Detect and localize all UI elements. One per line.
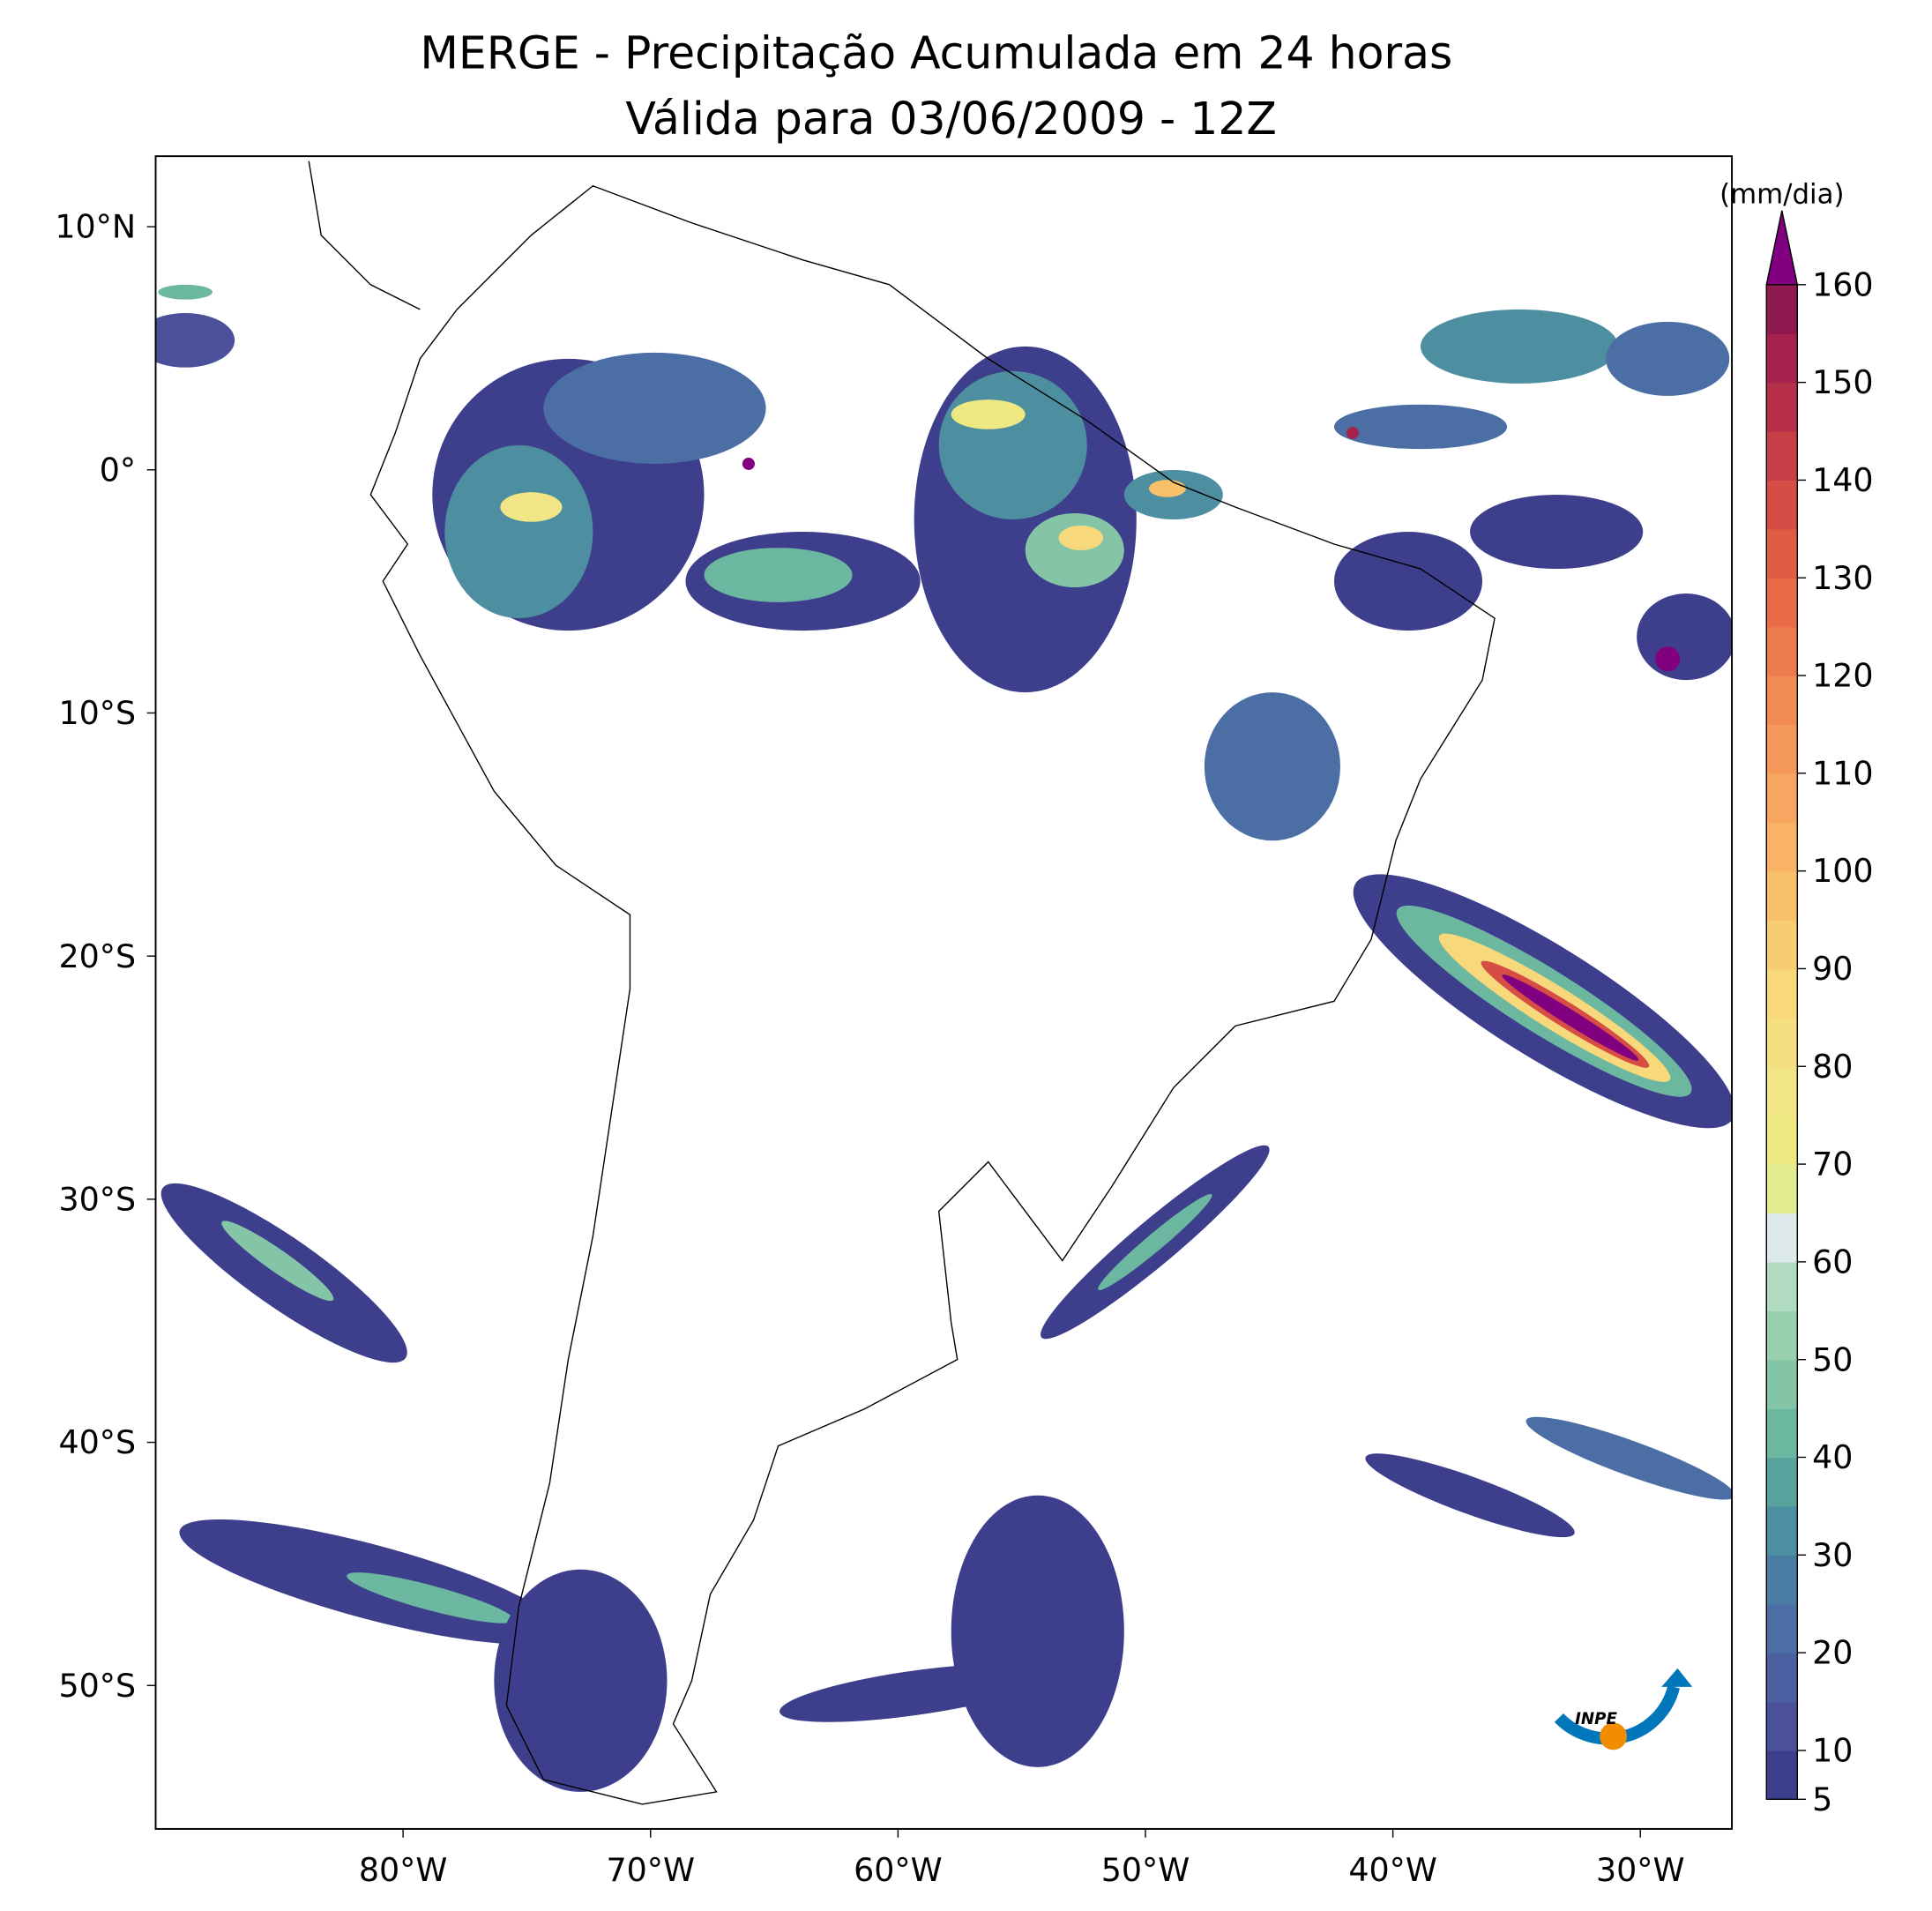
colorbar-tick-label: 70	[1812, 1146, 1853, 1183]
colorbar-tick-label: 130	[1812, 559, 1873, 597]
y-tick-label: 10°S	[58, 694, 136, 732]
colorbar-tick-label: 40	[1812, 1438, 1853, 1476]
colorbar-tick-label: 140	[1812, 461, 1873, 499]
y-tick-label: 50°S	[58, 1667, 136, 1705]
colorbar-tick-label: 5	[1812, 1780, 1832, 1818]
colorbar-tick-label: 120	[1812, 657, 1873, 695]
colorbar-tick-label: 110	[1812, 754, 1873, 792]
colorbar-band	[1766, 1653, 1798, 1703]
colorbar-band	[1766, 1213, 1798, 1263]
colorbar-tick-label: 50	[1812, 1340, 1853, 1378]
colorbar-band	[1766, 528, 1798, 579]
colorbar-band	[1766, 431, 1798, 481]
colorbar-band	[1766, 1164, 1798, 1214]
x-tick-label: 70°W	[606, 1851, 695, 1889]
x-tick-label: 60°W	[854, 1851, 943, 1889]
colorbar-band	[1766, 870, 1798, 921]
logo-text: INPE	[1575, 1710, 1617, 1728]
subtitle: Válida para 03/06/2009 - 12Z	[625, 93, 1277, 145]
colorbar-tick-label: 30	[1812, 1536, 1853, 1574]
colorbar-band	[1766, 724, 1798, 774]
colorbar-band	[1766, 1310, 1798, 1361]
colorbar-tick-label: 60	[1812, 1243, 1853, 1280]
colorbar-band	[1766, 333, 1798, 384]
x-tick-label: 40°W	[1348, 1851, 1437, 1889]
colorbar-tick-label: 100	[1812, 852, 1873, 890]
colorbar-band	[1766, 1555, 1798, 1605]
colorbar-band	[1766, 480, 1798, 530]
colorbar-band	[1766, 1408, 1798, 1459]
y-tick-label: 20°S	[58, 937, 136, 975]
colorbar-tick-label: 80	[1812, 1048, 1853, 1086]
colorbar-tick-label: 90	[1812, 950, 1853, 988]
colorbar-band	[1766, 382, 1798, 432]
colorbar-tick-label: 10	[1812, 1732, 1853, 1770]
inpe-logo: INPE	[1554, 1668, 1693, 1751]
colorbar-band	[1766, 578, 1798, 628]
colorbar-band	[1766, 1115, 1798, 1165]
colorbar-band	[1766, 1701, 1798, 1751]
colorbar-frame	[1765, 284, 1799, 1801]
colorbar-band	[1766, 626, 1798, 676]
colorbar-band	[1766, 1750, 1798, 1801]
colorbar-band	[1766, 1017, 1798, 1067]
title: MERGE - Precipitação Acumulada em 24 hor…	[420, 27, 1452, 79]
colorbar-label: (mm/dia)	[1719, 178, 1844, 210]
x-tick-label: 50°W	[1101, 1851, 1190, 1889]
y-tick-label: 30°S	[58, 1180, 136, 1218]
y-tick-label: 40°S	[58, 1423, 136, 1461]
colorbar-band	[1766, 1457, 1798, 1507]
colorbar-band	[1766, 1359, 1798, 1409]
colorbar-band	[1766, 1505, 1798, 1556]
y-tick-label: 0°	[100, 451, 136, 489]
colorbar-tick-label: 20	[1812, 1634, 1853, 1672]
colorbar-band	[1766, 822, 1798, 872]
colorbar-band	[1766, 968, 1798, 1019]
colorbar-band	[1766, 920, 1798, 970]
map-frame	[154, 155, 1734, 1830]
x-tick-label: 30°W	[1596, 1851, 1685, 1889]
colorbar-band	[1766, 1261, 1798, 1311]
colorbar-tick-label: 150	[1812, 363, 1873, 401]
colorbar-tick-label: 160	[1812, 265, 1873, 303]
precip-field	[155, 160, 1733, 1805]
colorbar-band	[1766, 1066, 1798, 1116]
colorbar-band	[1766, 676, 1798, 726]
colorbar-band	[1766, 284, 1798, 334]
colorbar-band	[1766, 1603, 1798, 1653]
x-tick-label: 80°W	[359, 1851, 448, 1889]
colorbar-extend	[1765, 210, 1799, 286]
y-tick-label: 10°N	[55, 208, 136, 246]
colorbar-band	[1766, 773, 1798, 823]
